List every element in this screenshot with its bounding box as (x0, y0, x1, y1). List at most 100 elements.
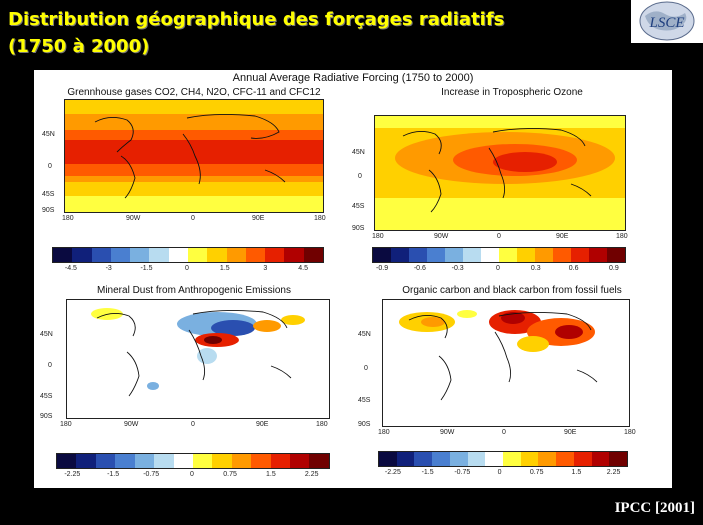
colorbar-swatch (53, 248, 73, 262)
lat-label: 0 (48, 362, 52, 369)
scale-tick: 1.5 (266, 471, 276, 478)
scale-tick: 0.3 (530, 265, 541, 272)
colorbar-swatch (427, 248, 445, 262)
scale-tick: 0 (185, 265, 189, 272)
colorbar-swatch (309, 454, 329, 468)
figure-title: Annual Average Radiative Forcing (1750 t… (232, 72, 474, 84)
lon-label: 90W (434, 233, 449, 240)
colorbar-swatch (409, 248, 427, 262)
colorbar-swatch (445, 248, 463, 262)
colorbar-swatch (432, 452, 450, 466)
colorbar-swatch (192, 454, 213, 468)
colorbar-swatch (245, 248, 266, 262)
lat-label: 90S (42, 207, 55, 214)
colorbar-swatch (449, 452, 468, 466)
colorbar-ticks: -4.5 -3 -1.5 0 1.5 3 4.5 (52, 265, 322, 275)
lon-label: 90W (124, 421, 139, 428)
panel-carbon: Organic carbon and black carbon from fos… (352, 285, 672, 485)
colorbar-swatch (414, 452, 433, 466)
title-glyph-icon: d (282, 9, 296, 30)
colorbar-swatch (72, 248, 92, 262)
lon-label: 90E (252, 215, 265, 222)
lat-label: 45N (352, 149, 365, 156)
lat-label: 0 (364, 365, 368, 372)
scale-tick: -0.9 (376, 265, 389, 272)
colorbar-swatch (391, 248, 409, 262)
scale-tick: 3 (263, 265, 268, 272)
scale-tick: -0.3 (451, 265, 464, 272)
scale-tick: 4.5 (298, 265, 308, 272)
scale-tick: 1.5 (571, 469, 582, 476)
colorbar-swatch (553, 248, 571, 262)
source-citation: IPCC [2001] (614, 500, 695, 516)
lon-label: 0 (191, 421, 195, 428)
forcing-figure: Annual Average Radiative Forcing (1750 t… (34, 70, 672, 488)
lon-label: 180 (616, 233, 628, 240)
scale-tick: 0.75 (529, 469, 544, 476)
lat-label: 90S (358, 421, 371, 428)
colorbar-ticks: -0.9 -0.6 -0.3 0 0.3 0.6 0.9 (372, 265, 624, 275)
lat-label: 0 (48, 163, 52, 170)
panel-title: Mineral Dust from Anthropogenic Emission… (97, 285, 291, 296)
lon-label: 180 (378, 429, 390, 436)
colorbar-swatch (251, 454, 271, 468)
panel-greenhouse: Grennhouse gases CO2, CH4, N2O, CFC-11 a… (34, 87, 354, 287)
lon-label: 0 (502, 429, 506, 436)
scale-tick: -2.25 (64, 471, 81, 478)
colorbar-swatch (187, 248, 208, 262)
lat-label: 0 (358, 173, 362, 180)
colorbar-ticks: -2.25 -1.5 -0.75 0 0.75 1.5 2.25 (378, 469, 626, 479)
colorbar-swatch (207, 248, 227, 262)
lsce-logo: LSCE (631, 0, 703, 43)
logo-text: LSCE (648, 15, 684, 31)
scale-tick: 0.75 (223, 471, 237, 478)
carbon-map-svg (383, 300, 629, 426)
panel-title: Increase in Tropospheric Ozone (441, 87, 583, 98)
scale-tick: 1.5 (219, 265, 230, 272)
scale-tick: -3 (105, 265, 112, 272)
lon-label: 90E (256, 421, 269, 428)
colorbar-swatch (270, 454, 291, 468)
panel-mineral-dust: Mineral Dust from Anthropogenic Emission… (34, 285, 354, 485)
scale-tick: 0 (497, 469, 502, 476)
colorbar-ticks: -2.25 -1.5 -0.75 0 0.75 1.5 2.25 (56, 471, 328, 481)
lon-label: 90E (564, 429, 577, 436)
panel-title: Organic carbon and black carbon from fos… (402, 285, 622, 296)
lon-label: 180 (624, 429, 636, 436)
scale-tick: -0.6 (413, 265, 426, 272)
lon-label: 180 (314, 215, 326, 222)
lat-label: 45S (42, 191, 55, 198)
colorbar (372, 247, 626, 263)
lat-label: 45N (40, 331, 53, 338)
colorbar-swatch (290, 454, 310, 468)
colorbar-swatch (485, 452, 504, 466)
colorbar-swatch (379, 452, 397, 466)
scale-tick: -1.5 (140, 265, 153, 272)
lat-label: 45S (40, 393, 53, 400)
scale-tick: -0.75 (143, 471, 160, 478)
slide-title: Distribution géographique des forçages r… (8, 6, 504, 60)
lon-label: 180 (60, 421, 72, 428)
scale-tick: -0.75 (454, 469, 471, 476)
colorbar-swatch (520, 452, 539, 466)
colorbar-swatch (538, 452, 557, 466)
scale-tick: 2.25 (304, 471, 319, 478)
colorbar-swatch (303, 248, 323, 262)
colorbar-swatch (396, 452, 415, 466)
scale-tick: 0.6 (568, 265, 579, 272)
colorbar-swatch (226, 248, 246, 262)
colorbar-swatch (607, 248, 625, 262)
scale-tick: -2.25 (384, 469, 401, 476)
scale-tick: -1.5 (107, 471, 120, 478)
colorbar-swatch (130, 248, 150, 262)
colorbar-swatch (154, 454, 174, 468)
lon-label: 180 (316, 421, 328, 428)
colorbar-swatch (573, 452, 592, 466)
colorbar-swatch (57, 454, 77, 468)
colorbar-swatch (115, 454, 135, 468)
scale-tick: 2.25 (606, 469, 621, 476)
lon-label: 0 (191, 215, 195, 222)
map-greenhouse (64, 99, 324, 213)
panel-ozone: Increase in Tropospheric Ozone 45N 0 (352, 87, 672, 287)
map-dust (66, 299, 330, 419)
